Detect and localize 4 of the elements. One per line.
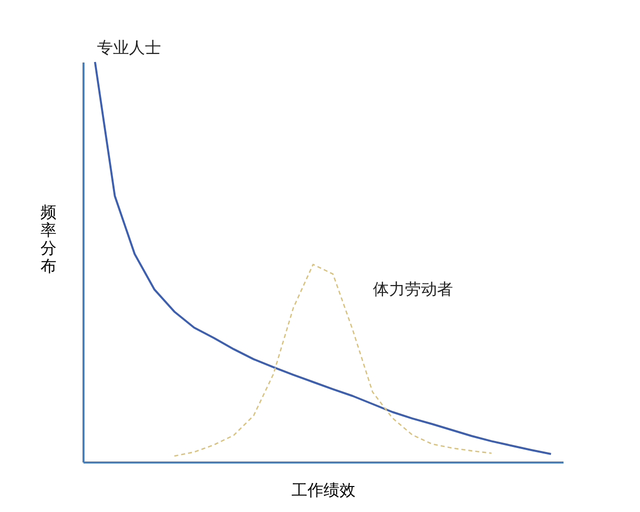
series-label: 体力劳动者 [373,279,454,298]
series-label: 专业人士 [97,38,161,57]
y-axis-title: 频率分布 [40,202,56,276]
x-axis-title: 工作绩效 [292,480,356,500]
